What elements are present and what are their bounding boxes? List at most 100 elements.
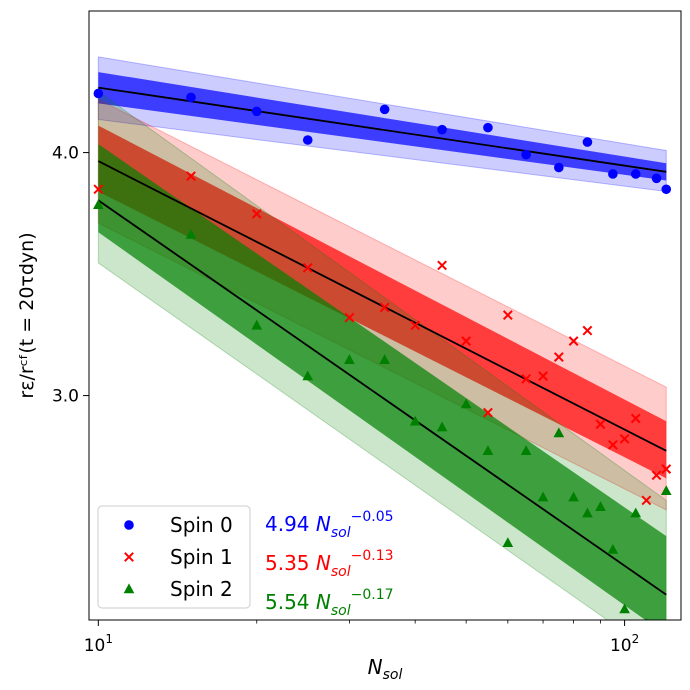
spin-0-point (661, 184, 672, 195)
x-tick-label: 101 (84, 632, 113, 656)
plot-frame (88, 10, 682, 621)
spin-0-fit-exp: −0.05 (351, 509, 394, 525)
spin-2-fit-line (97, 199, 667, 596)
legend-spin-0-label: Spin 0 (170, 513, 233, 537)
spin-1-point (661, 464, 672, 474)
spin-1-point (437, 260, 447, 271)
x-tick-base: 10 (610, 636, 632, 656)
spin-2-fit-base: N (316, 590, 331, 614)
spin-1-point (379, 302, 390, 313)
x-tick-base: 10 (84, 636, 106, 656)
spin-0-point (483, 122, 493, 133)
spin-1-fit-sub: sol (331, 564, 351, 580)
spin-1-point (651, 470, 662, 481)
spin-1-point (568, 336, 579, 346)
spin-1-point (344, 312, 355, 323)
spin-2-point (520, 445, 532, 456)
spin-2-point (502, 537, 514, 548)
spin-2-inner-band (98, 144, 667, 620)
spin-2-point (582, 507, 593, 518)
spin-1-inner-band (98, 125, 667, 479)
spin-0-point (251, 106, 262, 117)
spin-1-point (302, 262, 313, 273)
spin-1-point (186, 171, 196, 182)
spin-0-point (186, 92, 196, 103)
spin-1-point (607, 439, 618, 450)
spin-1-fit-exp: −0.13 (351, 548, 394, 564)
spin-2-point (595, 501, 606, 511)
spin-1-point (483, 407, 493, 418)
spin-2-point (568, 491, 579, 502)
legend-box (97, 505, 251, 609)
spin-1-fit-base: N (316, 551, 331, 575)
spin-2-point (537, 491, 549, 502)
spin-0-point (93, 88, 104, 99)
spin-1-point (93, 184, 104, 195)
spin-2-point (460, 398, 472, 409)
spin-2-fit-coef: 5.54 (265, 590, 316, 614)
spin-1-fit-coef: 5.35 (265, 551, 316, 575)
spin-1-point (410, 320, 421, 331)
spin-0-fit-sub: sol (331, 525, 351, 541)
x-axis-label-subscript: sol (383, 667, 403, 683)
legend-spin-2-marker (123, 583, 135, 594)
x-tick-exponent: 1 (105, 632, 113, 646)
spin-0-point (521, 149, 531, 160)
spin-1-point (251, 208, 262, 219)
spin-0-point (608, 169, 618, 179)
y-axis-label: rε/rᶜᶠ(t = 20τdyn) (16, 232, 38, 398)
spin-2-fit-sub: sol (331, 603, 351, 619)
spin-0-fit-base: N (316, 512, 331, 536)
spin-2-point (344, 354, 355, 364)
legend-spin-2-label: Spin 2 (170, 577, 233, 601)
spin-0-fit-coef: 4.94 (265, 512, 316, 536)
legend-spin-1-label: Spin 1 (170, 545, 233, 569)
spin-0-point (651, 173, 662, 184)
spin-2-point (607, 543, 619, 554)
spin-1-point (641, 495, 652, 506)
legend-spin-1-marker (124, 552, 134, 562)
legend: Spin 0 Spin 1 Spin 2 (97, 505, 251, 609)
spin-1-point (595, 419, 606, 430)
x-axis-label-base: N (368, 655, 383, 679)
spin-0-point (554, 162, 564, 173)
spin-2-point (482, 445, 494, 456)
y-tick-label: 4.0 (52, 144, 79, 164)
spin-1-point (502, 310, 513, 320)
spin-0-point (302, 135, 313, 145)
fit-annotations: 4.94 Nsol−0.055.35 Nsol−0.135.54 Nsol−0.… (265, 509, 394, 619)
spin-0-point (379, 104, 390, 115)
spin-2-point (651, 629, 662, 639)
spin-0-fit-annotation: 4.94 Nsol−0.05 (265, 509, 394, 541)
spin-1-point (461, 336, 472, 346)
spin-2-point (619, 603, 630, 614)
spin-2-point (302, 370, 314, 381)
spin-0-point (630, 169, 641, 179)
spin-2-fit-exp: −0.17 (351, 587, 394, 603)
spin-2-point (379, 354, 390, 364)
spin-1-point (538, 371, 548, 382)
spin-1-point (619, 433, 630, 444)
x-axis-label: Nsol (368, 655, 403, 683)
spin-1-point (521, 373, 532, 384)
spin-1-point (630, 413, 641, 424)
legend-spin-0-marker (124, 520, 134, 530)
spin-0-point (437, 124, 447, 135)
spin-2-point (553, 427, 565, 438)
x-tick-label: 102 (610, 632, 639, 656)
spin-2-point (660, 485, 672, 496)
spin-2-point (630, 507, 642, 518)
spin-2-point (409, 415, 421, 426)
spin-2-point (436, 421, 448, 432)
x-tick-exponent: 2 (632, 632, 640, 646)
spin-2-point (251, 319, 263, 330)
spin-2-point (93, 199, 104, 210)
spin-1-fit-annotation: 5.35 Nsol−0.13 (265, 548, 394, 580)
spin-1-point (582, 325, 593, 336)
spin-2-fit-annotation: 5.54 Nsol−0.17 (265, 587, 394, 619)
spin-0-point (582, 137, 593, 147)
spin-2-point (185, 228, 197, 239)
y-tick-label: 3.0 (52, 387, 79, 407)
spin-1-point (553, 352, 564, 362)
